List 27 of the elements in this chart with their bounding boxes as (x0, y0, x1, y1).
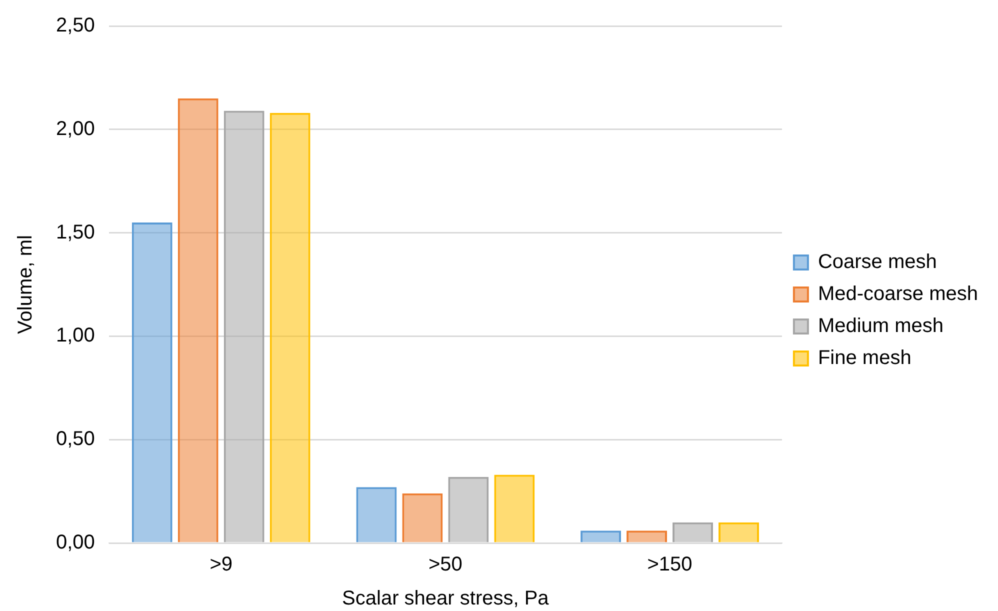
bar (448, 476, 489, 542)
y-tick-label: 1,50 (56, 221, 95, 244)
bar (270, 112, 310, 542)
x-tick-label: >9 (210, 554, 232, 576)
bar (672, 522, 713, 542)
y-tick-label: 2,00 (56, 118, 95, 140)
legend-label: Fine mesh (818, 347, 912, 370)
bar (356, 487, 397, 542)
x-axis-title: Scalar shear stress, Pa (342, 588, 550, 610)
bar (132, 222, 172, 542)
legend-label: Medium mesh (818, 315, 944, 338)
bar (494, 474, 535, 542)
legend-label: Med-coarse mesh (818, 283, 978, 306)
legend-label: Coarse mesh (818, 251, 937, 274)
bar (402, 493, 443, 542)
y-tick-label: 2,50 (56, 14, 95, 37)
bar (580, 530, 622, 542)
bar (626, 530, 668, 542)
x-tick-label: >150 (647, 554, 692, 576)
y-axis-title: Volume, ml (14, 235, 37, 334)
bar (224, 110, 264, 542)
bar (718, 522, 759, 542)
bar (178, 98, 218, 542)
y-tick-label: 1,00 (56, 324, 95, 347)
x-tick-label: >50 (428, 554, 462, 576)
y-tick-label: 0,50 (56, 428, 95, 450)
y-tick-label: 0,00 (56, 532, 95, 554)
